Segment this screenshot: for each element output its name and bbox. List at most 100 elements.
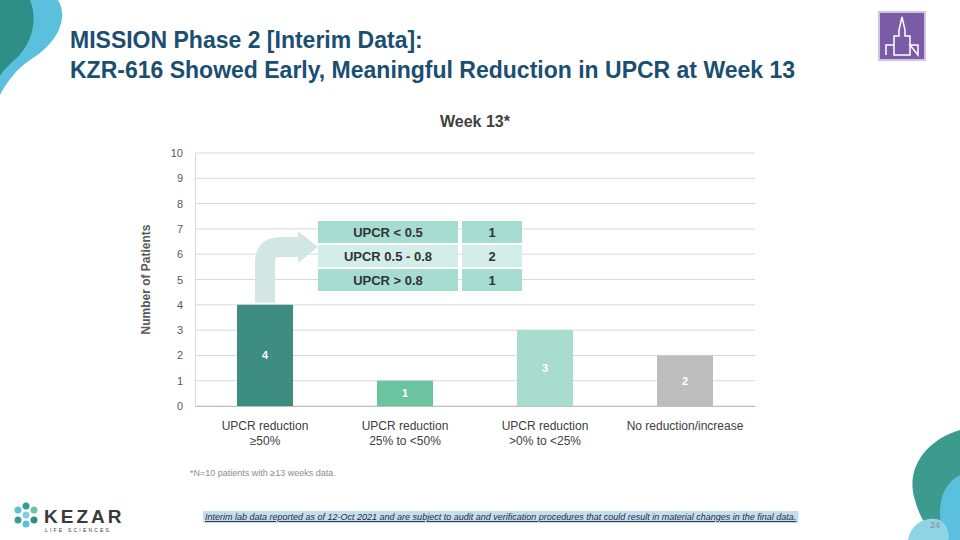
x-tick-label: UPCR reduction≥50% <box>222 419 309 448</box>
table-row: UPCR 0.5 - 0.8 2 <box>318 245 522 267</box>
arrow-stem <box>265 247 300 303</box>
blob <box>0 0 34 76</box>
x-tick: UPCR reduction≥50% <box>222 406 309 448</box>
x-tick-label-line: UPCR reduction <box>502 419 589 433</box>
table: UPCR < 0.5 1 UPCR 0.5 - 0.8 2 UPCR > 0.8 1 <box>318 221 522 291</box>
slide-title-line: MISSION Phase 2 [Interim Data]: <box>70 27 423 53</box>
decoration <box>0 0 960 540</box>
logo-building <box>886 17 918 55</box>
table-cell <box>318 245 458 267</box>
y-tick-label: 7 <box>177 223 183 235</box>
slide-title-line: KZR-616 Showed Early, Meaningful Reducti… <box>70 57 795 83</box>
chart-title: Week 13* <box>440 113 511 130</box>
table-cell <box>462 245 522 267</box>
table-value: 2 <box>488 249 495 264</box>
y-tick-label: 0 <box>177 400 183 412</box>
x-tick: UPCR reduction>0% to <25% <box>502 406 589 448</box>
x-tick-label-line: No reduction/increase <box>627 419 744 433</box>
table-cell <box>462 221 522 243</box>
page-number: 24 <box>930 520 940 530</box>
slide-title: MISSION Phase 2 [Interim Data]: KZR-616 S… <box>70 27 795 83</box>
y-tick: 4 <box>177 299 195 311</box>
blob <box>908 519 949 540</box>
x-axis-line <box>196 406 756 407</box>
logo-icon <box>879 12 925 60</box>
data-label: 4 <box>262 349 269 361</box>
logo-dot <box>15 507 22 514</box>
table-label: UPCR 0.5 - 0.8 <box>344 249 432 264</box>
y-tick-label: 9 <box>177 172 183 184</box>
y-tick: 1 <box>177 375 195 387</box>
y-tick: 10 <box>171 147 195 159</box>
y-tick-label: 2 <box>177 349 183 361</box>
x-tick-label: No reduction/increase <box>627 419 744 433</box>
slide: MISSION Phase 2 [Interim Data]: KZR-616 S… <box>0 0 960 540</box>
logo-dot <box>15 517 22 524</box>
y-tick-label: 5 <box>177 274 183 286</box>
bar <box>237 305 293 406</box>
data-label: 3 <box>542 362 548 374</box>
y-tick: 8 <box>177 198 195 210</box>
x-tick-label: UPCR reduction25% to <50% <box>362 419 449 448</box>
logo-box <box>879 12 925 60</box>
y-tick-label: 4 <box>177 299 183 311</box>
logo-dot <box>31 507 38 514</box>
x-tick: UPCR reduction25% to <50% <box>362 406 449 448</box>
table-value: 1 <box>488 273 495 288</box>
x-tick-label-line: UPCR reduction <box>222 419 309 433</box>
y-tick-label: 1 <box>177 375 183 387</box>
table-label: UPCR < 0.5 <box>353 225 423 240</box>
y-tick: 0 <box>177 400 195 412</box>
disclaimer-highlight <box>203 511 798 523</box>
data-label: 1 <box>402 387 408 399</box>
x-tick-label-line: >0% to <25% <box>509 434 581 448</box>
bars <box>237 305 713 406</box>
table-cell <box>318 269 458 291</box>
disclaimer: Interim lab data reported as of 12-Oct 2… <box>205 512 796 522</box>
data-label: 2 <box>682 375 688 387</box>
table-value: 1 <box>488 225 495 240</box>
x-tick: No reduction/increase <box>627 406 744 433</box>
data-labels: 4 1 3 2 <box>262 349 688 399</box>
y-tick-label: 3 <box>177 324 183 336</box>
grid-line <box>195 203 755 204</box>
arrow <box>265 231 318 303</box>
y-axis-line <box>195 154 196 407</box>
bar <box>377 381 433 406</box>
logo-text: KEZAR <box>44 506 124 527</box>
grid <box>195 153 755 406</box>
y-tick: 9 <box>177 172 195 184</box>
x-tick-label-line: ≥50% <box>250 434 281 448</box>
table-cell <box>462 269 522 291</box>
y-tick-label: 8 <box>177 198 183 210</box>
logo-dot <box>23 521 30 528</box>
table-row: UPCR > 0.8 1 <box>318 269 522 291</box>
y-tick: 3 <box>177 324 195 336</box>
blob <box>0 0 62 95</box>
grid-line <box>195 153 755 154</box>
grid-line <box>195 178 755 179</box>
logo-dot <box>23 512 30 519</box>
arrow-head <box>298 231 318 263</box>
logo-dot <box>31 517 38 524</box>
disclaimer-group: Interim lab data reported as of 12-Oct 2… <box>203 511 798 523</box>
x-tick-label: UPCR reduction>0% to <25% <box>502 419 589 448</box>
logo-dot <box>23 503 30 510</box>
bar <box>657 355 713 406</box>
y-tick: 6 <box>177 248 195 260</box>
y-tick: 2 <box>177 349 195 361</box>
bar <box>517 330 573 406</box>
y-tick-label: 10 <box>171 147 183 159</box>
y-tick: 7 <box>177 223 195 235</box>
x-tick-label-line: 25% to <50% <box>369 434 441 448</box>
y-tick-label: 6 <box>177 248 183 260</box>
x-axis: UPCR reduction≥50%UPCR reduction25% to <… <box>196 406 756 448</box>
table-row: UPCR < 0.5 1 <box>318 221 522 243</box>
x-tick-label-line: UPCR reduction <box>362 419 449 433</box>
company-logo: KEZARLIFE SCIENCES <box>15 503 125 534</box>
table-label: UPCR > 0.8 <box>353 273 423 288</box>
table-cell <box>318 221 458 243</box>
footnote: *N=10 patients with ≥13 weeks data. <box>190 468 336 478</box>
logo-subtitle: LIFE SCIENCES <box>45 527 111 533</box>
y-tick: 5 <box>177 274 195 286</box>
